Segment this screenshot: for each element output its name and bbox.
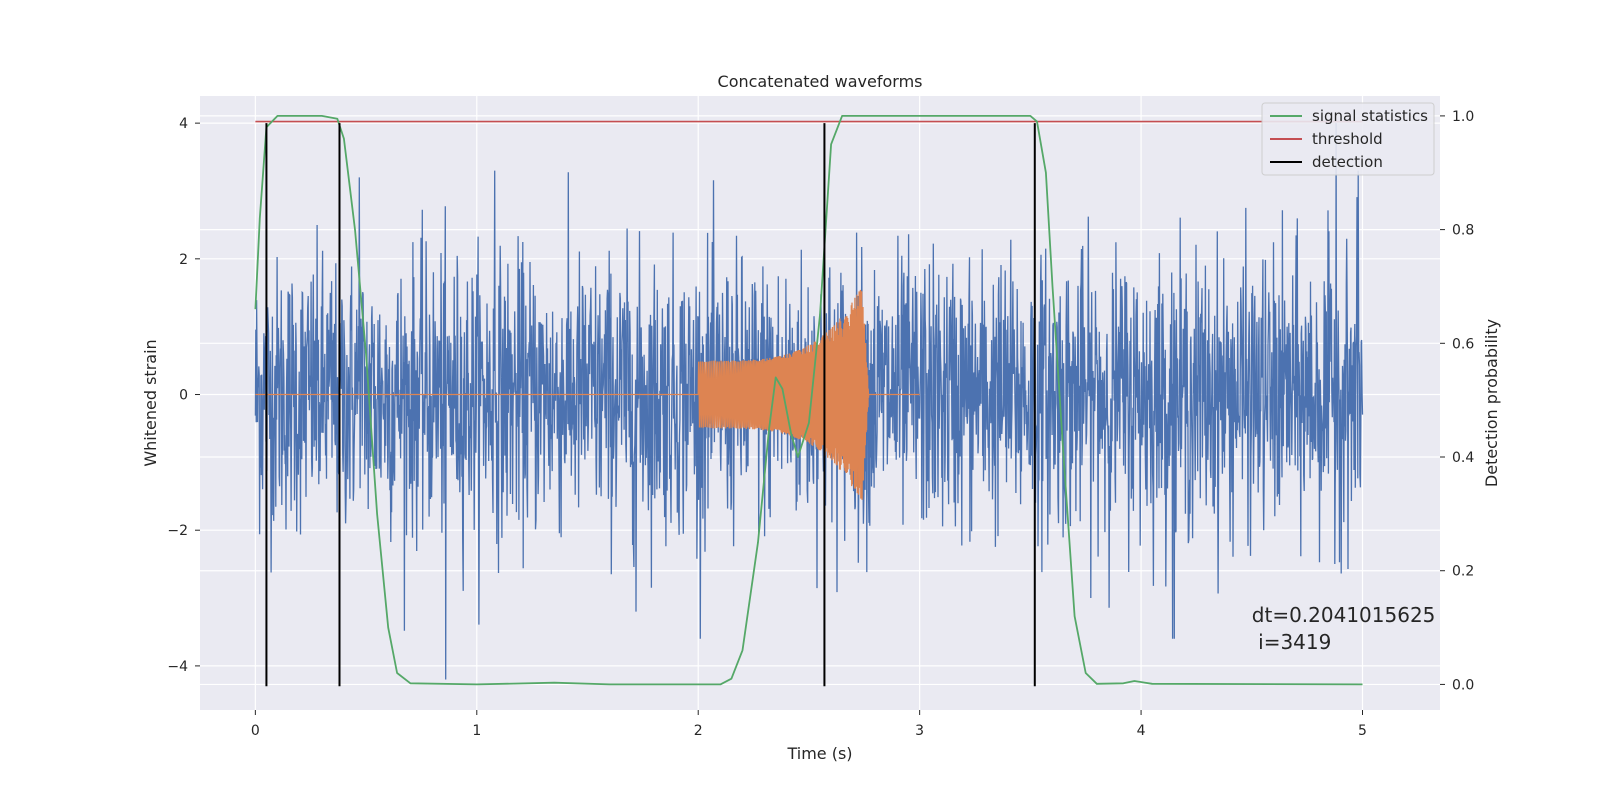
x-tick-label: 2 — [694, 723, 703, 739]
y-left-tick-label: −2 — [167, 523, 188, 539]
y-right-tick-label: 0.6 — [1452, 336, 1474, 352]
y-left-tick-label: −4 — [167, 659, 188, 675]
y-left-tick-label: 0 — [179, 388, 188, 404]
signal-statistics-line — [254, 115, 1363, 686]
x-tick-label: 0 — [251, 723, 260, 739]
x-tick-label: 1 — [472, 723, 481, 739]
y-right-tick-label: 0.2 — [1452, 564, 1474, 580]
y-axis-label-right: Detection probability — [1482, 319, 1501, 487]
legend-label-signal-statistics: signal statistics — [1312, 107, 1428, 125]
y-left-tick-label: 4 — [179, 116, 188, 132]
series — [254, 115, 1364, 687]
y-right-tick-label: 0.4 — [1452, 450, 1474, 466]
y-right-tick-label: 1.0 — [1452, 109, 1474, 125]
x-axis-label: Time (s) — [786, 744, 852, 763]
annotation-dt: dt=0.2041015625 — [1252, 603, 1436, 627]
ticks: 0 1 2 3 4 5 −4 −2 0 2 4 0.0 0.2 0.4 0.6 0.8 1.0 — [167, 109, 1474, 739]
legend-label-threshold: threshold — [1312, 130, 1383, 148]
legend: signal statistics threshold detection — [1261, 102, 1435, 176]
x-tick-label: 3 — [915, 723, 924, 739]
y-axis-label-left: Whitened strain — [141, 339, 160, 466]
x-tick-label: 5 — [1358, 723, 1367, 739]
y-left-tick-label: 2 — [179, 252, 188, 268]
y-right-tick-label: 0.8 — [1452, 223, 1474, 239]
legend-box — [1261, 102, 1435, 176]
legend-label-detection: detection — [1312, 153, 1383, 171]
chart-title: Concatenated waveforms — [718, 72, 923, 91]
annotation-i: i=3419 — [1252, 630, 1332, 654]
y-right-tick-label: 0.0 — [1452, 677, 1474, 693]
x-tick-label: 4 — [1137, 723, 1146, 739]
